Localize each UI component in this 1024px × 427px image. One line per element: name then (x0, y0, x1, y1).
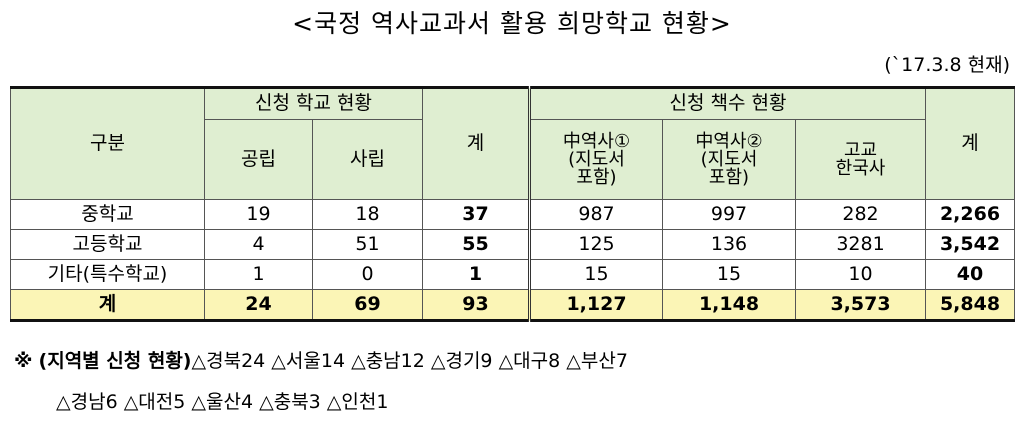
header-book2: 中역사② (지도서 포함) (662, 119, 796, 200)
header-private: 사립 (312, 119, 423, 200)
cell-book2: 1,148 (662, 289, 796, 322)
cell-public: 4 (204, 229, 313, 260)
cell-private: 0 (312, 259, 423, 290)
header-book1-line3: 포함) (576, 166, 617, 188)
table-row-total: 계 24 69 93 1,127 1,148 3,573 5,848 (10, 289, 1015, 322)
cell-book3: 282 (795, 199, 926, 230)
header-row-2: 공립 사립 中역사① (지도서 포함) 中역사② (지도서 포함) 고교 한국사 (11, 119, 1015, 200)
header-category: 구분 (10, 86, 205, 200)
cell-book-total: 40 (925, 259, 1015, 290)
header-book1-line1: 中역사① (562, 130, 631, 152)
row-label: 고등학교 (10, 229, 205, 260)
header-book2-line3: 포함) (708, 166, 750, 188)
cell-book1: 987 (528, 199, 663, 230)
cell-public: 19 (204, 199, 313, 230)
cell-school-sum: 55 (422, 229, 531, 260)
date-label: (`17.3.8 현재) (884, 54, 1010, 76)
header-school-total: 계 (422, 86, 531, 200)
cell-private: 51 (312, 229, 423, 260)
header-book-group: 신청 책수 현황 (528, 86, 926, 120)
cell-book3: 3,573 (795, 289, 926, 322)
region-note-line2: △경남6 △대전5 △울산4 △충북3 △인천1 (56, 391, 389, 413)
cell-book2: 136 (662, 229, 796, 260)
cell-private: 69 (312, 289, 423, 322)
header-book3-line1: 고교 (843, 139, 878, 161)
table-row: 중학교 19 18 37 987 997 282 2,266 (10, 199, 1015, 230)
note-heading: (지역별 신청 현황) (38, 350, 192, 372)
cell-book1: 125 (528, 229, 663, 260)
note-regions-1: △경북24 △서울14 △충남12 △경기9 △대구8 △부산7 (191, 350, 628, 372)
region-note-line1: ※ (지역별 신청 현황)△경북24 △서울14 △충남12 △경기9 △대구8… (14, 346, 628, 373)
header-book1-line2: (지도서 (568, 148, 625, 170)
header-book2-line1: 中역사② (695, 130, 763, 152)
header-book3: 고교 한국사 (795, 119, 926, 200)
table-row: 기타(특수학교) 1 0 1 15 15 10 40 (10, 259, 1015, 290)
header-row-1: 구분 신청 학교 현황 계 신청 책수 현황 계 (10, 86, 1015, 200)
cell-public: 24 (204, 289, 313, 322)
cell-book1: 1,127 (528, 289, 663, 322)
row-label: 기타(특수학교) (10, 259, 205, 290)
cell-book-total: 3,542 (925, 229, 1015, 260)
header-book-total: 계 (925, 86, 1015, 200)
stats-table: 구분 신청 학교 현황 계 신청 책수 현황 계 공립 사립 中역사① (지도서… (10, 86, 1015, 322)
cell-book2: 997 (662, 199, 796, 230)
header-book3-line2: 한국사 (835, 157, 886, 179)
header-school-group: 신청 학교 현황 (204, 86, 423, 120)
cell-book-total: 5,848 (925, 289, 1015, 322)
cell-book2: 15 (662, 259, 796, 290)
page-title: <국정 역사교과서 활용 희망학교 현황> (292, 9, 732, 38)
cell-school-sum: 93 (422, 289, 531, 322)
header-book1: 中역사① (지도서 포함) (528, 119, 663, 200)
cell-school-sum: 37 (422, 199, 531, 230)
cell-book3: 3281 (795, 229, 926, 260)
table-row: 고등학교 4 51 55 125 136 3281 3,542 (10, 229, 1015, 260)
row-label: 계 (10, 289, 205, 322)
cell-book-total: 2,266 (925, 199, 1015, 230)
row-label: 중학교 (10, 199, 205, 230)
cell-school-sum: 1 (422, 259, 531, 290)
header-book2-line2: (지도서 (700, 148, 758, 170)
header-public: 공립 (204, 119, 313, 200)
cell-public: 1 (204, 259, 313, 290)
cell-book3: 10 (795, 259, 926, 290)
note-mark: ※ (14, 350, 33, 372)
cell-private: 18 (312, 199, 423, 230)
cell-book1: 15 (528, 259, 663, 290)
